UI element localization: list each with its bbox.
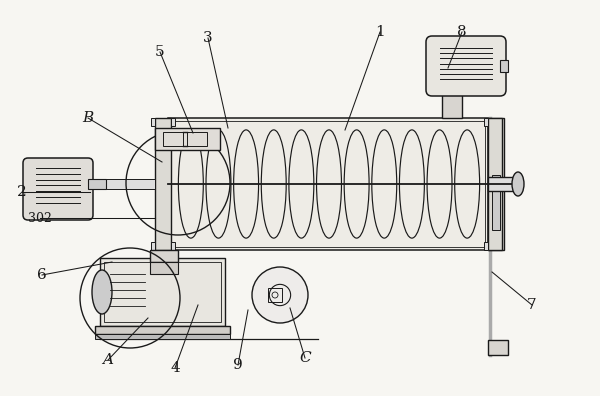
Bar (488, 177, 516, 191)
Bar (171, 121, 485, 247)
Bar (171, 242, 175, 250)
Bar (171, 118, 175, 126)
Circle shape (252, 267, 308, 323)
Text: 1: 1 (375, 25, 385, 39)
Bar (268, 288, 282, 302)
Bar (442, 90, 462, 118)
Bar (500, 60, 508, 72)
Text: 2: 2 (17, 185, 27, 199)
Bar (484, 118, 488, 126)
Text: 7: 7 (527, 298, 537, 312)
Bar (187, 132, 207, 146)
Bar (104, 262, 221, 322)
Bar (100, 258, 225, 326)
Bar (95, 334, 230, 339)
Bar (150, 262, 178, 274)
Bar (155, 128, 220, 150)
Text: 8: 8 (457, 25, 467, 39)
Text: 9: 9 (233, 358, 243, 372)
Bar (488, 118, 502, 250)
Bar (163, 132, 183, 146)
Bar (488, 340, 508, 355)
Ellipse shape (92, 270, 112, 314)
Text: 5: 5 (155, 45, 165, 59)
Bar (150, 250, 178, 262)
Text: 4: 4 (170, 361, 180, 375)
Bar (88, 179, 106, 189)
Text: B: B (82, 111, 94, 125)
Ellipse shape (512, 172, 524, 196)
Bar (106, 179, 155, 189)
FancyBboxPatch shape (23, 158, 93, 220)
Text: 6: 6 (37, 268, 47, 282)
Text: C: C (299, 351, 311, 365)
Text: 3: 3 (203, 31, 213, 45)
Bar (168, 118, 488, 250)
Bar (95, 326, 230, 334)
Text: A: A (103, 353, 113, 367)
Bar (488, 118, 504, 250)
Text: 302: 302 (28, 211, 52, 225)
FancyBboxPatch shape (426, 36, 506, 96)
Bar (484, 242, 488, 250)
Bar (155, 118, 171, 250)
Bar (492, 175, 500, 230)
Bar (151, 118, 155, 126)
Bar (151, 242, 155, 250)
